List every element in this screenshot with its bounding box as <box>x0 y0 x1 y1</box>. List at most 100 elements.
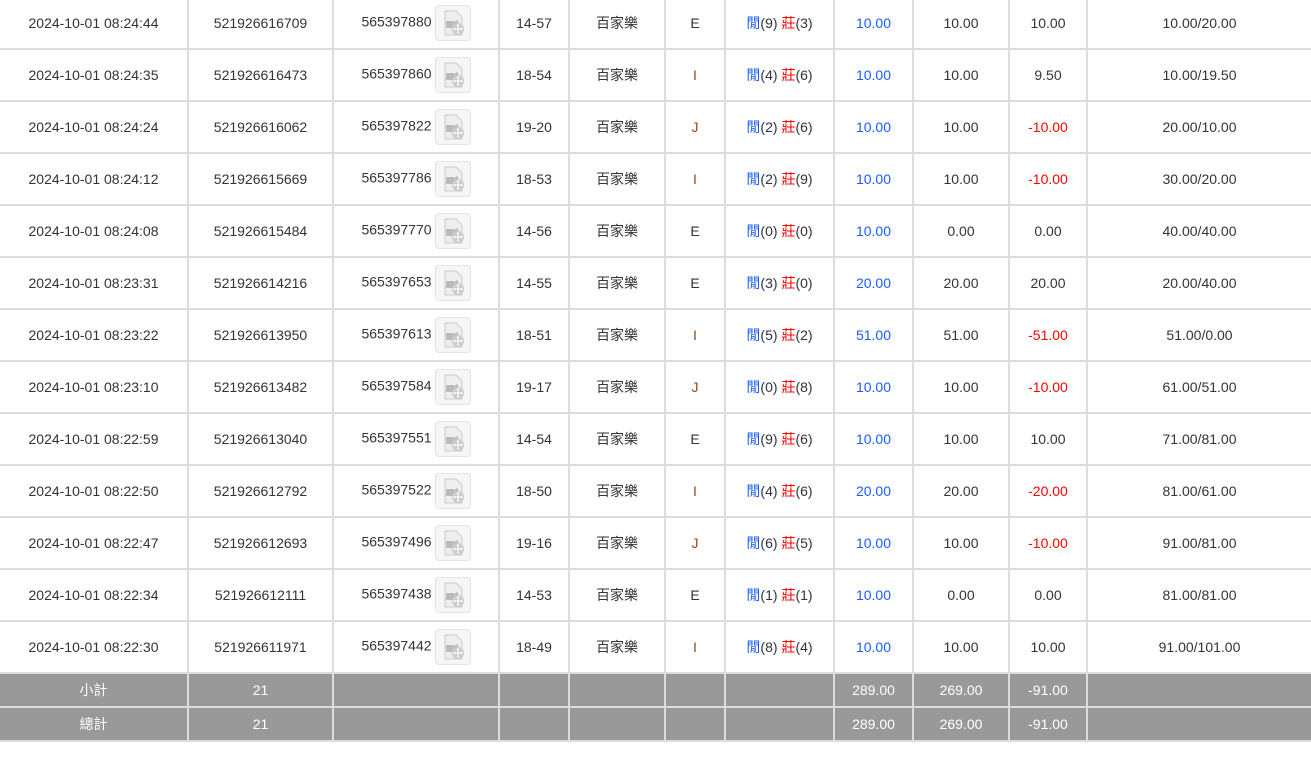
bet-time: 2024-10-01 08:22:47 <box>0 516 189 570</box>
banker-score: (4) <box>795 639 813 655</box>
table-row: 2024-10-01 08:23:31 521926614216 5653976… <box>0 256 1311 310</box>
balance: 61.00/51.00 <box>1086 360 1311 414</box>
game-name: 百家樂 <box>568 620 666 674</box>
room: E <box>664 412 726 466</box>
balance: 20.00/40.00 <box>1086 256 1311 310</box>
banker-label: 莊 <box>781 171 796 187</box>
banker-score: (9) <box>795 171 813 187</box>
win-loss: -10.00 <box>1008 516 1088 570</box>
banker-label: 莊 <box>781 15 796 31</box>
bet-id: 521926612792 <box>187 464 334 518</box>
banker-label: 莊 <box>781 483 796 499</box>
win-loss: 20.00 <box>1008 256 1088 310</box>
valid-bet: 0.00 <box>912 568 1010 622</box>
total-bet: 289.00 <box>833 706 914 742</box>
player-score: (3) <box>760 275 778 291</box>
result: 閒(9) 莊(6) <box>724 412 835 466</box>
player-label: 閒 <box>746 15 761 31</box>
video-replay-icon[interactable] <box>434 421 471 457</box>
win-loss: 0.00 <box>1008 568 1088 622</box>
video-replay-icon[interactable] <box>434 629 471 665</box>
table-row: 2024-10-01 08:22:34 521926612111 5653974… <box>0 568 1311 622</box>
round-cell: 565397613 <box>332 308 500 362</box>
subtotal-label: 小計 <box>0 672 189 708</box>
game-name: 百家樂 <box>568 568 666 622</box>
bet-time: 2024-10-01 08:23:22 <box>0 308 189 362</box>
result: 閒(5) 莊(2) <box>724 308 835 362</box>
win-loss: -10.00 <box>1008 100 1088 154</box>
valid-bet: 10.00 <box>912 0 1010 50</box>
room: I <box>664 48 726 102</box>
game-name: 百家樂 <box>568 256 666 310</box>
win-loss: 10.00 <box>1008 412 1088 466</box>
video-replay-icon[interactable] <box>434 109 471 145</box>
balance: 10.00/19.50 <box>1086 48 1311 102</box>
subtotal-win: -91.00 <box>1008 672 1088 708</box>
player-score: (0) <box>760 223 778 239</box>
bet-time: 2024-10-01 08:22:59 <box>0 412 189 466</box>
video-replay-icon[interactable] <box>434 317 471 353</box>
bet-amount: 10.00 <box>833 100 914 154</box>
player-score: (6) <box>760 535 778 551</box>
game-name: 百家樂 <box>568 308 666 362</box>
valid-bet: 20.00 <box>912 464 1010 518</box>
balance: 81.00/61.00 <box>1086 464 1311 518</box>
banker-label: 莊 <box>781 587 796 603</box>
banker-score: (2) <box>795 327 813 343</box>
game-name: 百家樂 <box>568 100 666 154</box>
bet-amount: 10.00 <box>833 620 914 674</box>
room: E <box>664 0 726 50</box>
table-no: 19-20 <box>498 100 570 154</box>
player-label: 閒 <box>746 119 761 135</box>
video-replay-icon[interactable] <box>434 161 471 197</box>
round-cell: 565397770 <box>332 204 500 258</box>
bet-time: 2024-10-01 08:24:35 <box>0 48 189 102</box>
video-replay-icon[interactable] <box>434 369 471 405</box>
game-name: 百家樂 <box>568 48 666 102</box>
table-row: 2024-10-01 08:22:50 521926612792 5653975… <box>0 464 1311 518</box>
video-replay-icon[interactable] <box>434 577 471 613</box>
bet-time: 2024-10-01 08:24:12 <box>0 152 189 206</box>
video-replay-icon[interactable] <box>434 525 471 561</box>
banker-score: (6) <box>795 67 813 83</box>
video-replay-icon[interactable] <box>434 473 471 509</box>
win-loss: 0.00 <box>1008 204 1088 258</box>
balance: 30.00/20.00 <box>1086 152 1311 206</box>
bet-id: 521926613950 <box>187 308 334 362</box>
player-label: 閒 <box>746 639 761 655</box>
bet-id: 521926612111 <box>187 568 334 622</box>
table-row: 2024-10-01 08:24:08 521926615484 5653977… <box>0 204 1311 258</box>
subtotal-count: 21 <box>187 672 334 708</box>
video-replay-icon[interactable] <box>434 213 471 249</box>
bet-amount: 10.00 <box>833 152 914 206</box>
result: 閒(2) 莊(9) <box>724 152 835 206</box>
bet-time: 2024-10-01 08:23:10 <box>0 360 189 414</box>
video-replay-icon[interactable] <box>434 5 471 41</box>
total-valid: 269.00 <box>912 706 1010 742</box>
room: E <box>664 204 726 258</box>
total-row: 總計 21 289.00 269.00 -91.00 <box>0 706 1311 742</box>
video-replay-icon[interactable] <box>434 265 471 301</box>
valid-bet: 10.00 <box>912 152 1010 206</box>
round-id: 565397438 <box>361 585 432 602</box>
balance: 91.00/81.00 <box>1086 516 1311 570</box>
bet-amount: 20.00 <box>833 464 914 518</box>
room: I <box>664 464 726 518</box>
banker-label: 莊 <box>781 119 796 135</box>
table-row: 2024-10-01 08:23:10 521926613482 5653975… <box>0 360 1311 414</box>
table-no: 18-53 <box>498 152 570 206</box>
bet-amount: 10.00 <box>833 412 914 466</box>
player-label: 閒 <box>746 327 761 343</box>
bet-id: 521926616709 <box>187 0 334 50</box>
video-replay-icon[interactable] <box>434 57 471 93</box>
room: J <box>664 100 726 154</box>
round-cell: 565397438 <box>332 568 500 622</box>
player-score: (1) <box>760 587 778 603</box>
bet-id: 521926615484 <box>187 204 334 258</box>
player-score: (4) <box>760 483 778 499</box>
bet-amount: 10.00 <box>833 48 914 102</box>
subtotal-bet: 289.00 <box>833 672 914 708</box>
player-label: 閒 <box>746 223 761 239</box>
balance: 10.00/20.00 <box>1086 0 1311 50</box>
bet-amount: 10.00 <box>833 360 914 414</box>
